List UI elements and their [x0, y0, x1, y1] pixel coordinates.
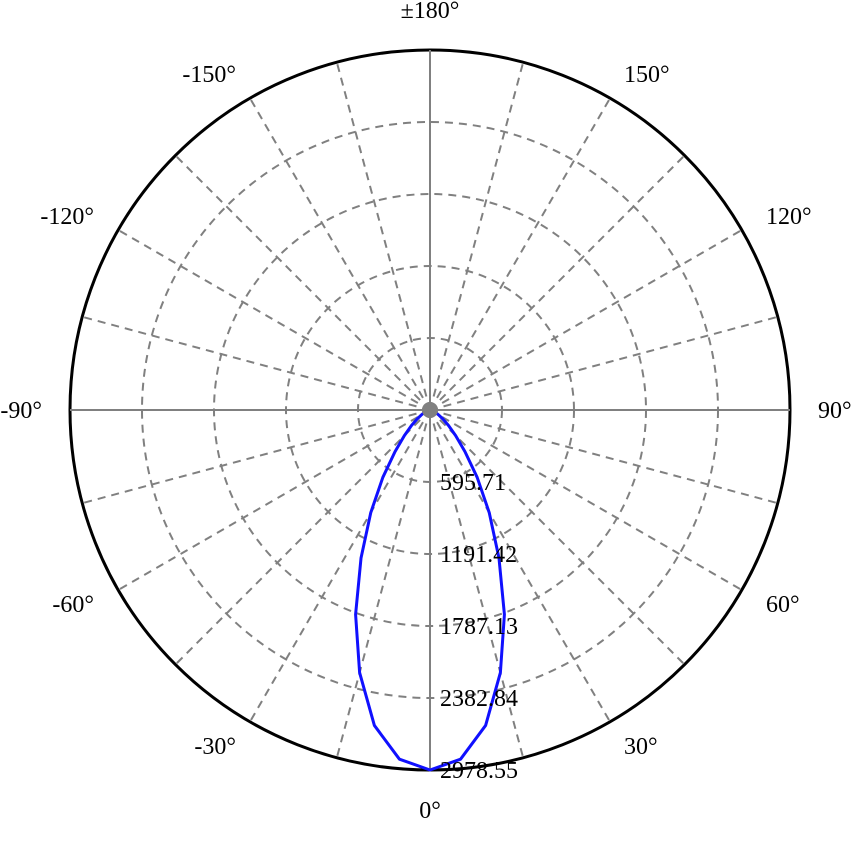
radial-tick-label: 595.71 [440, 470, 506, 496]
angle-tick-label: -30° [194, 734, 236, 760]
grid-spoke [118, 230, 430, 410]
grid-spoke [82, 317, 430, 410]
grid-spoke [430, 98, 610, 410]
angle-tick-label: 0° [419, 798, 441, 824]
angle-tick-label: 60° [766, 592, 800, 618]
angle-tick-label: ±180° [401, 0, 460, 24]
angle-tick-label: 30° [624, 734, 658, 760]
grid-spoke [175, 155, 430, 410]
grid-spoke [430, 155, 685, 410]
radial-tick-label: 2382.84 [440, 686, 518, 712]
center-dot [422, 402, 438, 418]
angle-tick-label: 120° [766, 204, 812, 230]
polar-chart: 595.71 1191.42 1787.13 2382.84 2978.55 0° 30° 6… [0, 0, 863, 845]
radial-tick-label: 1787.13 [440, 614, 518, 640]
grid-spoke [430, 317, 778, 410]
grid-spoke [430, 230, 742, 410]
grid-spoke [337, 410, 430, 758]
angle-tick-label: -120° [40, 204, 94, 230]
angle-tick-label: 150° [624, 62, 670, 88]
grid-spoke [337, 62, 430, 410]
grid-spoke [250, 98, 430, 410]
radial-tick-label: 2978.55 [440, 758, 518, 784]
grid-spoke [175, 410, 430, 665]
angle-tick-label: -150° [182, 62, 236, 88]
grid-spoke [250, 410, 430, 722]
radial-tick-label: 1191.42 [440, 542, 517, 568]
angle-tick-label: -60° [52, 592, 94, 618]
angle-tick-label: -90° [0, 398, 42, 424]
angle-tick-label: 90° [818, 398, 852, 424]
grid-spoke [118, 410, 430, 590]
grid-spoke [430, 62, 523, 410]
